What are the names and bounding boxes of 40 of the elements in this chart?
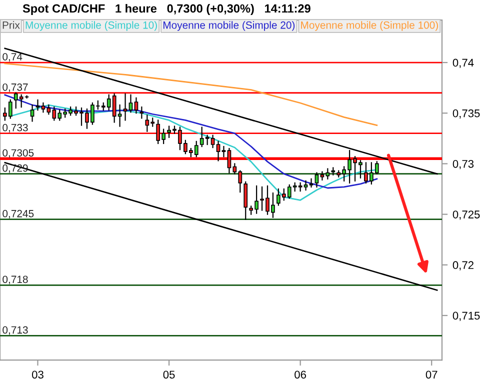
- y-tick-label: 0,74: [452, 58, 474, 68]
- y-tick-label: 0,715: [452, 312, 480, 321]
- y-tick-label: 0,735: [452, 109, 480, 119]
- x-tick-label: 03: [32, 370, 44, 379]
- candlestick: [222, 146, 226, 158]
- x-tick-label: 05: [163, 370, 175, 379]
- text: Moyenne mobile (Simple 100): [301, 21, 438, 31]
- candlestick: [314, 172, 319, 188]
- ref-line-label: 0,729: [2, 164, 28, 173]
- candlestick: [41, 102, 46, 113]
- candlestick: [123, 93, 128, 121]
- ref-line-label: 0,733: [2, 124, 28, 133]
- ref-line-label: 0,7245: [2, 210, 34, 219]
- candlestick: [331, 167, 336, 176]
- line-series: [4, 94, 378, 189]
- candlestick: [210, 134, 215, 148]
- legend-title: Prix: [2, 21, 20, 29]
- ref-line-label: 0,718: [2, 276, 28, 284]
- y-tick-label: 0,73: [452, 160, 474, 170]
- candlestick: [128, 94, 133, 113]
- candlestick: [36, 99, 40, 111]
- text: Moyenne mobile (Simple 20): [163, 21, 295, 31]
- candlestick: [244, 181, 248, 220]
- text: Moyenne mobile (Simple 10): [26, 21, 157, 31]
- x-tick-label: 07: [426, 370, 438, 379]
- chart-title: Spot CAD/CHF 1 heure 0,7300 (+0,30%) 14:11:29: [22, 4, 310, 15]
- candlestick: [30, 104, 34, 122]
- ref-line-label: 0,713: [2, 326, 28, 335]
- candlestick: [140, 106, 144, 119]
- candlestick: [134, 97, 138, 114]
- y-tick-label: 0,72: [452, 261, 474, 270]
- y-tick-label: 0,725: [452, 210, 480, 220]
- candlestick: [216, 140, 220, 162]
- ref-line-label: 0,74: [2, 53, 22, 62]
- x-tick-label: 06: [294, 370, 306, 379]
- ref-line-label: 0,7305: [2, 149, 34, 158]
- candlestick: [227, 148, 232, 174]
- candlestick: [309, 178, 314, 188]
- candlestick: [304, 180, 308, 191]
- ref-line-label: 0,737: [2, 83, 28, 92]
